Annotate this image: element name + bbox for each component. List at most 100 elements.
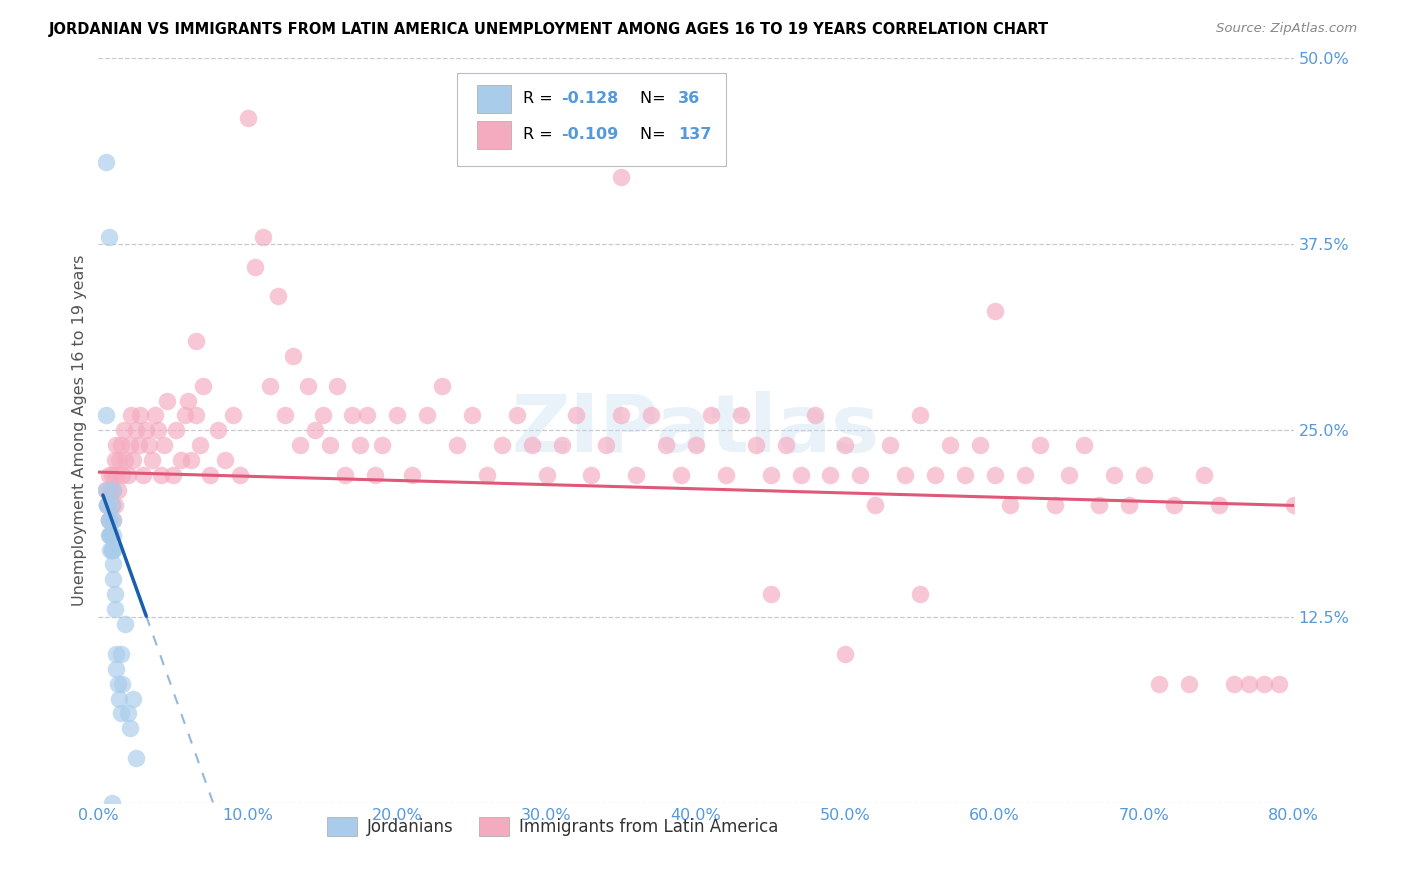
Point [188,438,211,452]
Point [121,691,143,706]
Point [775,438,797,452]
Text: -0.109: -0.109 [561,128,619,142]
Point [1088,498,1111,512]
Point [385,409,409,423]
Point [236,111,259,125]
Point [128,438,150,452]
Point [103,527,125,541]
Point [97,468,120,483]
Point [94,483,117,497]
Point [1223,676,1246,690]
Point [117,706,139,721]
Point [820,468,842,483]
Point [103,483,125,497]
Point [103,542,125,557]
Point [581,468,603,483]
FancyBboxPatch shape [457,73,725,166]
Point [214,453,236,467]
Point [96,498,118,512]
Point [156,393,179,408]
Point [177,393,200,408]
Point [939,438,962,452]
Point [1028,438,1050,452]
Point [118,438,141,452]
Point [1147,676,1170,690]
Point [506,409,529,423]
Point [834,647,856,661]
Point [326,378,349,392]
Point [759,587,782,601]
Point [1208,498,1230,512]
Point [101,542,124,557]
Point [1118,498,1140,512]
Point [759,468,782,483]
Point [364,468,387,483]
Point [94,409,117,423]
Point [138,438,160,452]
Point [103,558,125,572]
Point [924,468,946,483]
Point [1014,468,1036,483]
Point [150,468,173,483]
Text: R =: R = [523,128,558,142]
Point [105,647,128,661]
Point [97,229,120,244]
Point [104,498,127,512]
Point [94,483,117,497]
Point [111,468,134,483]
Text: 36: 36 [678,92,700,106]
Point [333,468,356,483]
Point [252,229,274,244]
Point [565,409,588,423]
Point [97,513,120,527]
Point [229,468,252,483]
Point [274,409,297,423]
Text: 137: 137 [678,128,711,142]
Point [475,468,498,483]
Point [174,409,197,423]
Point [894,468,917,483]
Point [104,453,127,467]
Point [105,438,128,452]
Point [536,468,558,483]
FancyBboxPatch shape [477,120,510,149]
Point [103,513,125,527]
Point [349,438,371,452]
Point [1133,468,1156,483]
Point [117,468,139,483]
Point [114,617,136,632]
Point [184,409,207,423]
Point [319,438,342,452]
Point [148,423,170,437]
Point [879,438,901,452]
Point [834,438,856,452]
Point [1073,438,1095,452]
Point [98,527,122,541]
Point [107,483,129,497]
Point [94,155,117,169]
Point [110,706,132,721]
Point [207,423,229,437]
Point [953,468,976,483]
Text: ZIPatlas: ZIPatlas [512,392,880,469]
Point [1178,676,1201,690]
Point [297,378,319,392]
Point [640,409,662,423]
Point [655,438,678,452]
Point [98,542,122,557]
Point [162,468,184,483]
Point [610,170,633,185]
Point [97,513,120,527]
Point [143,409,166,423]
Text: JORDANIAN VS IMMIGRANTS FROM LATIN AMERICA UNEMPLOYMENT AMONG AGES 16 TO 19 YEAR: JORDANIAN VS IMMIGRANTS FROM LATIN AMERI… [49,22,1049,37]
Point [1282,498,1305,512]
Point [96,498,118,512]
Point [491,438,513,452]
Point [430,378,453,392]
Legend: Jordanians, Immigrants from Latin America: Jordanians, Immigrants from Latin Americ… [321,810,785,843]
Point [165,423,187,437]
Text: Source: ZipAtlas.com: Source: ZipAtlas.com [1216,22,1357,36]
Point [107,676,129,690]
Point [401,468,423,483]
Point [416,409,439,423]
